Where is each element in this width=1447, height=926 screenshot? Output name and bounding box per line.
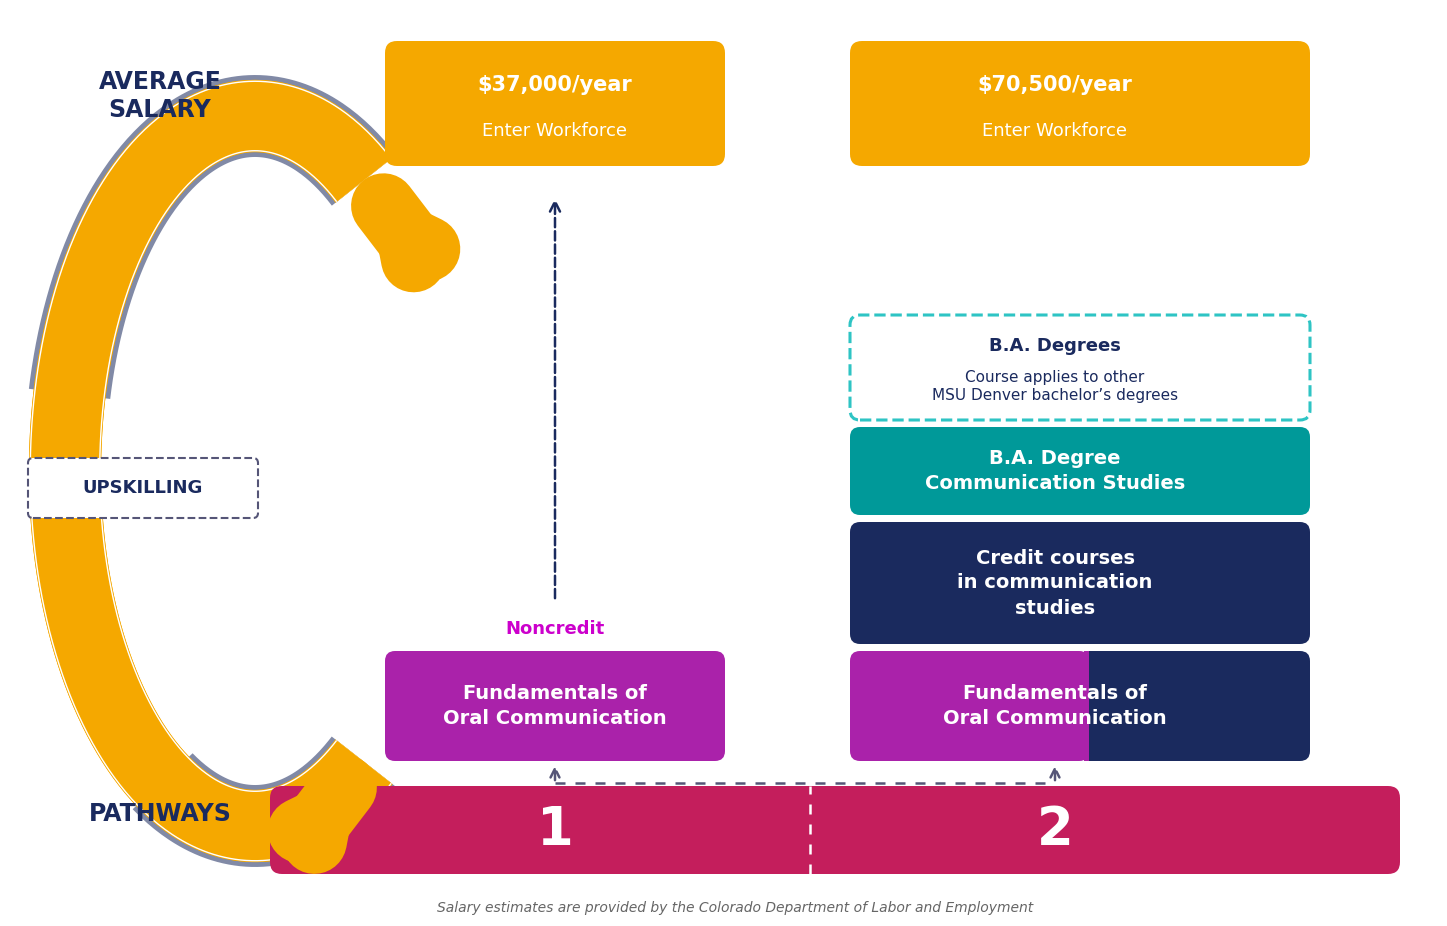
FancyBboxPatch shape — [849, 41, 1310, 166]
Text: UPSKILLING: UPSKILLING — [82, 479, 203, 497]
FancyBboxPatch shape — [849, 522, 1310, 644]
Text: 2: 2 — [1036, 804, 1074, 856]
Text: $37,000/year: $37,000/year — [478, 75, 632, 94]
FancyBboxPatch shape — [27, 458, 258, 518]
Text: Fundamentals of
Oral Communication: Fundamentals of Oral Communication — [443, 684, 667, 728]
FancyBboxPatch shape — [385, 41, 725, 166]
FancyBboxPatch shape — [271, 786, 1401, 874]
Text: PATHWAYS: PATHWAYS — [88, 802, 232, 826]
Text: Salary estimates are provided by the Colorado Department of Labor and Employment: Salary estimates are provided by the Col… — [437, 901, 1033, 915]
Text: Enter Workforce: Enter Workforce — [482, 122, 628, 140]
Text: 1: 1 — [537, 804, 573, 856]
FancyBboxPatch shape — [849, 651, 1090, 761]
Text: Enter Workforce: Enter Workforce — [983, 122, 1127, 140]
Text: B.A. Degree
Communication Studies: B.A. Degree Communication Studies — [925, 449, 1185, 493]
FancyBboxPatch shape — [385, 651, 725, 761]
Bar — [1084, 651, 1094, 761]
Text: Credit courses
in communication
studies: Credit courses in communication studies — [958, 548, 1153, 618]
Bar — [1090, 651, 1100, 761]
Text: Fundamentals of
Oral Communication: Fundamentals of Oral Communication — [943, 684, 1166, 728]
FancyBboxPatch shape — [849, 427, 1310, 515]
Text: Noncredit: Noncredit — [505, 620, 605, 638]
Text: B.A. Degrees: B.A. Degrees — [990, 337, 1121, 356]
FancyBboxPatch shape — [1090, 651, 1310, 761]
Text: Course applies to other
MSU Denver bachelor’s degrees: Course applies to other MSU Denver bache… — [932, 369, 1178, 403]
Text: $70,500/year: $70,500/year — [978, 75, 1133, 94]
Text: AVERAGE
SALARY: AVERAGE SALARY — [98, 70, 221, 122]
FancyBboxPatch shape — [849, 315, 1310, 420]
